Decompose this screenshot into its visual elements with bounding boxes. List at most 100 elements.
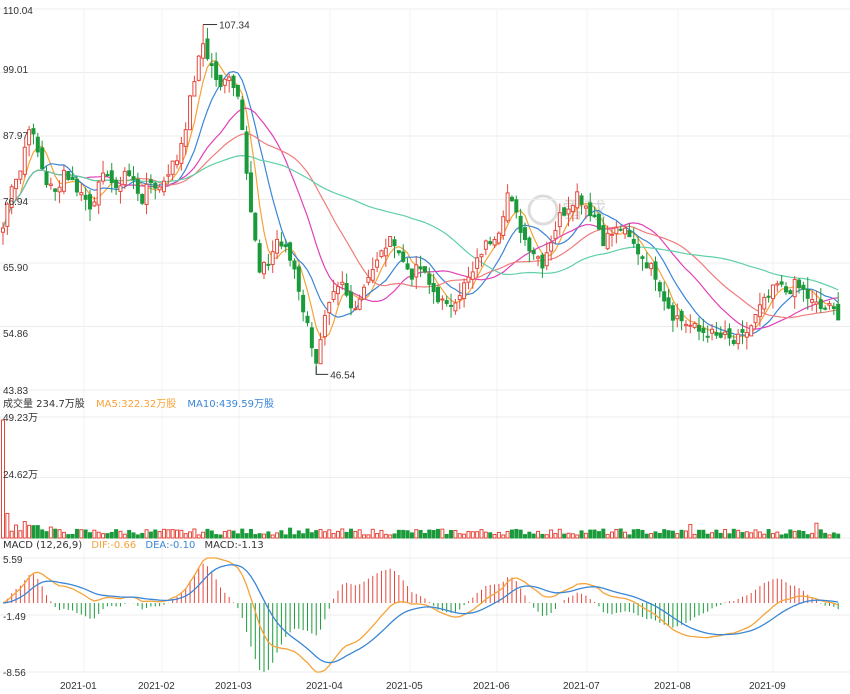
volume-bar — [644, 533, 649, 539]
volume-bar — [492, 534, 497, 539]
volume-bar — [248, 528, 253, 539]
volume-bar — [762, 533, 767, 539]
candle-body — [714, 332, 719, 336]
candle-body — [566, 208, 571, 215]
volume-bar — [409, 532, 414, 539]
volume-bar — [596, 531, 601, 539]
volume-bar — [744, 531, 749, 539]
volume-bar — [640, 529, 645, 539]
candle-body — [801, 284, 806, 290]
candle-body — [579, 195, 584, 205]
volume-bars — [1, 419, 841, 539]
volume-bar — [601, 528, 606, 539]
candle-body — [575, 191, 580, 209]
candle-body — [701, 327, 706, 333]
volume-bar — [488, 532, 493, 539]
volume-bar — [679, 529, 684, 539]
volume-bar — [5, 512, 10, 539]
volume-tick: 49.23万 — [3, 413, 38, 424]
candle-body — [601, 225, 606, 247]
x-tick: 2021-04 — [306, 681, 343, 692]
volume-bar — [118, 530, 123, 539]
volume-bar — [501, 534, 506, 539]
candle-body — [462, 282, 467, 300]
volume-bar — [509, 529, 514, 539]
volume-bar — [657, 532, 662, 539]
volume-bar — [440, 528, 445, 539]
volume-bar — [710, 532, 715, 539]
candle-body — [505, 192, 510, 222]
volume-bar — [610, 531, 614, 539]
candle-body — [18, 170, 23, 180]
candle-body — [22, 146, 27, 175]
volume-bar — [83, 529, 88, 539]
candle-body — [248, 172, 253, 213]
volume-bar — [370, 528, 375, 539]
volume-bar — [135, 534, 140, 539]
candle-body — [292, 260, 297, 270]
candle-body — [244, 131, 249, 174]
candle-body — [723, 331, 728, 335]
candle-body — [705, 335, 710, 338]
candle-body — [218, 74, 223, 88]
candle-body — [114, 179, 119, 189]
volume-bar — [479, 529, 484, 539]
volume-bar — [127, 529, 132, 539]
volume-bar — [48, 526, 53, 539]
candle-body — [275, 238, 280, 254]
volume-bar — [214, 534, 219, 539]
candle-body — [122, 170, 127, 186]
volume-bar — [35, 525, 40, 539]
volume-bar — [631, 529, 636, 539]
volume-bar — [344, 531, 349, 539]
volume-bar — [653, 531, 658, 539]
volume-bar — [131, 532, 136, 539]
candle-body — [823, 307, 828, 310]
candle-body — [757, 304, 762, 318]
volume-bar — [627, 534, 632, 539]
candle-body — [509, 196, 514, 202]
macd-lines — [2, 557, 839, 673]
ma30-line — [2, 133, 839, 319]
volume-bar — [92, 529, 97, 539]
volume-bar — [536, 530, 541, 539]
volume-bar — [575, 534, 580, 539]
candle-body — [692, 322, 697, 328]
candle-body — [196, 55, 201, 81]
volume-bar — [288, 527, 293, 539]
candle-body — [144, 183, 149, 206]
candle-body — [375, 259, 380, 268]
x-tick: 2021-05 — [386, 681, 423, 692]
volume-bar — [335, 530, 340, 539]
candle-body — [405, 263, 410, 270]
volume-bar — [583, 532, 588, 539]
low-annotation: 46.54 — [315, 366, 356, 381]
volume-bar — [275, 532, 280, 539]
candle-body — [470, 271, 475, 280]
volume-bar — [614, 529, 619, 539]
volume-bar — [349, 528, 353, 539]
macd-grid — [0, 557, 850, 673]
volume-bar — [183, 533, 188, 539]
volume-bar — [196, 534, 201, 539]
volume-bar — [775, 531, 780, 539]
x-tick: 2021-07 — [563, 681, 600, 692]
macd-tick: 5.59 — [3, 555, 23, 566]
volume-bar — [784, 533, 788, 539]
volume-bar — [235, 533, 240, 539]
volume-bar — [179, 529, 184, 539]
candle-body — [831, 306, 836, 310]
candle-body — [101, 172, 106, 182]
volume-bar — [122, 533, 127, 539]
price-tick: 54.86 — [3, 329, 28, 340]
volume-bar — [9, 530, 14, 539]
candle-body — [810, 299, 815, 303]
volume-bar — [322, 531, 327, 539]
volume-bar — [444, 533, 449, 539]
candle-body — [314, 349, 319, 364]
candle-body — [409, 268, 414, 280]
candle-body — [562, 207, 567, 216]
volume-bar — [705, 533, 710, 539]
candle-body — [740, 329, 745, 333]
volume-bar — [88, 532, 92, 539]
